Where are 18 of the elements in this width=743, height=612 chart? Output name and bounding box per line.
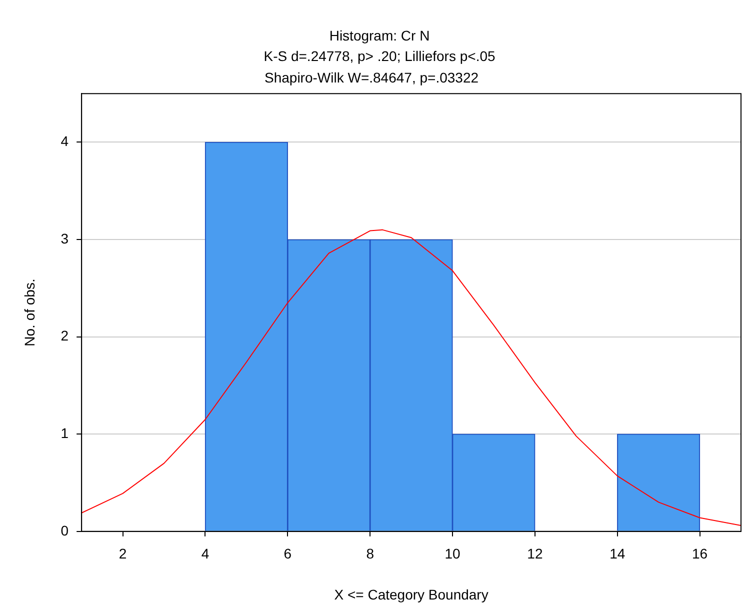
y-tick-label: 2 [60,328,69,344]
y-tick-label: 4 [60,133,69,150]
x-tick-label: 4 [201,546,210,562]
x-tick-label: 10 [444,546,461,562]
y-tick-label: 1 [60,424,69,441]
x-axis-title: X <= Category Boundary [334,586,488,602]
x-tick-label: 6 [284,546,292,562]
x-tick-label: 14 [610,546,626,562]
text: Shapiro-Wilk W=.84647, p=.03322 [264,69,479,86]
y-axis-title: No. of obs. [21,278,38,346]
x-tick-label: 2 [118,546,127,562]
chart-subtitle: K-S d=.24778, p> .20; Lilliefors p<.05 [264,48,496,64]
chart-title: Histogram: Cr N [329,27,430,44]
y-tick-label: 3 [60,230,69,246]
x-tick-label: 8 [366,546,374,562]
x-tick-label: 12 [527,546,543,562]
y-tick-label: 0 [60,522,69,538]
x-tick-label: 16 [692,546,708,562]
